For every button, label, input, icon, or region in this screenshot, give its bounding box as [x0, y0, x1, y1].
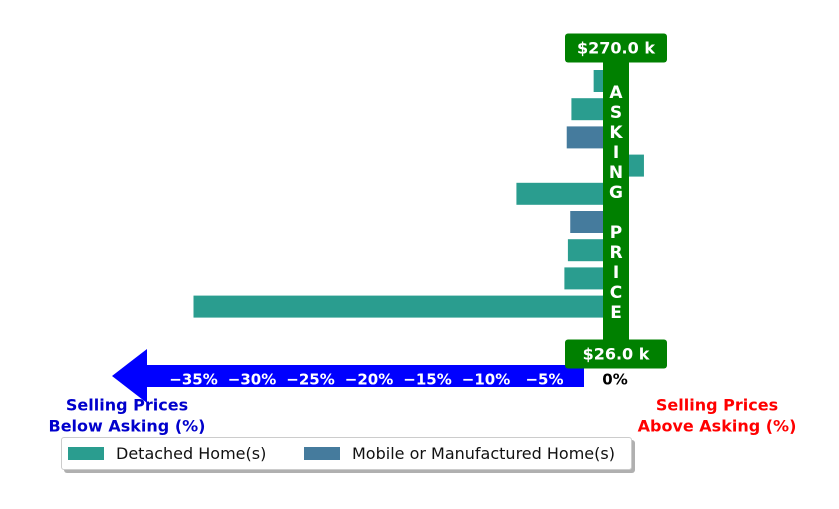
x-tick-label: −5% [525, 371, 563, 389]
legend-item-mobile: Mobile or Manufactured Home(s) [304, 438, 615, 469]
x-tick-label: −25% [286, 371, 334, 389]
legend-item-detached: Detached Home(s) [68, 438, 266, 469]
bar-mobile [566, 126, 603, 149]
x-tick-label: 0% [602, 371, 627, 389]
left-caption: Selling Prices [66, 396, 188, 415]
x-tick-label: −10% [462, 371, 510, 389]
right-caption: Above Asking (%) [638, 417, 797, 436]
x-tick-label: −30% [228, 371, 276, 389]
asking-price-letter: P [610, 223, 622, 243]
bar-detached [567, 239, 603, 262]
asking-price-letter: G [609, 183, 623, 203]
asking-price-letter: K [609, 123, 623, 143]
asking-price-letter: N [609, 163, 623, 183]
asking-price-letter: A [609, 83, 623, 103]
asking-price-letter: E [610, 303, 622, 323]
asking-price-letter: I [613, 263, 619, 283]
top-price-label: $270.0 k [577, 39, 655, 58]
legend-swatch-mobile [304, 447, 340, 460]
asking-price-letter: R [609, 243, 622, 263]
asking-price-bar [603, 62, 629, 342]
x-tick-label: −35% [169, 371, 217, 389]
bar-detached [516, 182, 603, 205]
legend-swatch-detached [68, 447, 104, 460]
asking-price-letter: S [610, 103, 622, 123]
below-asking-arrow [112, 349, 584, 403]
bottom-price-label-box [565, 339, 667, 369]
bar-detached [564, 267, 603, 290]
bar-detached [193, 295, 603, 318]
left-caption: Below Asking (%) [49, 417, 206, 436]
bar-detached [571, 98, 603, 121]
bottom-price-label: $26.0 k [583, 345, 650, 364]
asking-price-letter: C [610, 283, 622, 303]
x-tick-label: −20% [345, 371, 393, 389]
legend-label-mobile: Mobile or Manufactured Home(s) [352, 444, 615, 463]
x-tick-label: −15% [403, 371, 451, 389]
right-caption: Selling Prices [656, 396, 778, 415]
asking-price-letter: I [613, 143, 619, 163]
legend-label-detached: Detached Home(s) [116, 444, 267, 463]
legend: Detached Home(s) Mobile or Manufactured … [61, 437, 632, 470]
top-price-label-box [565, 33, 667, 63]
bar-mobile [570, 211, 603, 233]
bar-detached [593, 70, 603, 92]
